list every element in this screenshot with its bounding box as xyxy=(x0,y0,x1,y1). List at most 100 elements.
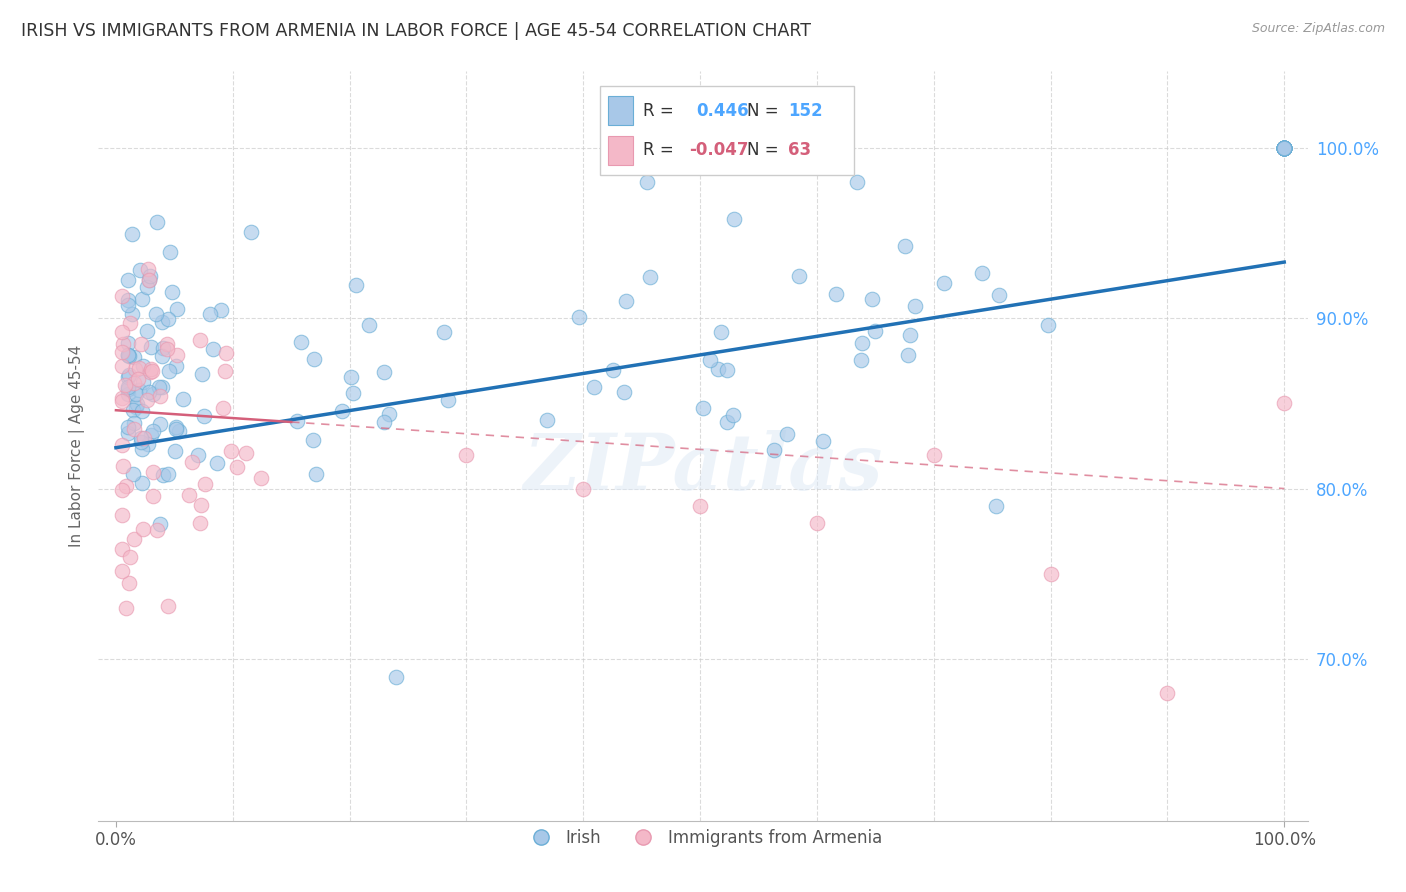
Text: IRISH VS IMMIGRANTS FROM ARMENIA IN LABOR FORCE | AGE 45-54 CORRELATION CHART: IRISH VS IMMIGRANTS FROM ARMENIA IN LABO… xyxy=(21,22,811,40)
Point xyxy=(1272,141,1295,155)
Point xyxy=(239,225,262,239)
Point xyxy=(187,448,209,462)
Point xyxy=(194,477,217,491)
Point xyxy=(583,380,606,394)
Point xyxy=(121,307,143,321)
Point xyxy=(125,397,148,411)
Point xyxy=(111,458,134,473)
Point xyxy=(193,409,215,423)
Point xyxy=(536,412,558,426)
Point xyxy=(129,434,152,449)
Point xyxy=(373,365,395,379)
Point xyxy=(1272,141,1295,155)
Point xyxy=(165,359,187,373)
Point xyxy=(568,310,591,325)
Point xyxy=(131,404,153,418)
Point xyxy=(141,428,163,442)
Point xyxy=(249,471,271,485)
Point xyxy=(138,384,160,399)
Point xyxy=(118,575,141,590)
Point xyxy=(723,211,745,226)
Point xyxy=(845,175,868,189)
Point xyxy=(1272,141,1295,155)
Point xyxy=(122,417,145,431)
Point xyxy=(122,467,145,481)
Point xyxy=(121,227,143,242)
Point xyxy=(128,263,150,277)
Point xyxy=(149,417,172,432)
Point xyxy=(111,542,134,557)
Point xyxy=(159,245,181,260)
Point xyxy=(181,455,204,469)
Point xyxy=(385,669,408,683)
Point xyxy=(145,307,167,321)
Point xyxy=(214,364,236,378)
Point xyxy=(117,293,139,307)
Point xyxy=(134,431,156,445)
Point xyxy=(156,336,179,351)
Point xyxy=(1272,141,1295,155)
Point xyxy=(131,442,153,457)
Point xyxy=(209,302,232,317)
Point xyxy=(1272,141,1295,155)
Point xyxy=(984,499,1007,513)
Point xyxy=(1272,141,1295,155)
Point xyxy=(1039,566,1062,581)
Point xyxy=(851,353,873,368)
Point xyxy=(191,367,214,381)
Point xyxy=(131,292,153,306)
Point xyxy=(433,326,456,340)
Point xyxy=(118,368,141,382)
Point xyxy=(198,308,221,322)
Point xyxy=(115,479,138,493)
Point xyxy=(1272,141,1295,155)
Text: Source: ZipAtlas.com: Source: ZipAtlas.com xyxy=(1251,22,1385,36)
Point xyxy=(1272,141,1295,155)
Point xyxy=(120,316,142,330)
Point xyxy=(124,532,146,546)
Point xyxy=(117,425,139,440)
Point xyxy=(167,425,190,439)
Point xyxy=(117,370,139,384)
Point xyxy=(136,437,159,451)
Point xyxy=(614,294,637,309)
Point xyxy=(205,456,228,470)
Point xyxy=(148,380,170,394)
Point xyxy=(142,425,165,439)
Point xyxy=(1272,141,1295,155)
Point xyxy=(117,382,139,396)
Point xyxy=(128,361,150,376)
Point xyxy=(111,289,134,303)
Point xyxy=(156,467,179,482)
Point xyxy=(135,280,157,294)
Point xyxy=(127,372,149,386)
Point xyxy=(723,409,745,423)
Point xyxy=(456,448,478,462)
Point xyxy=(131,476,153,491)
Point xyxy=(139,365,162,379)
Point xyxy=(811,434,834,449)
Point xyxy=(710,325,733,339)
Point xyxy=(150,380,173,394)
Point xyxy=(117,387,139,401)
Point xyxy=(122,422,145,436)
Point xyxy=(157,312,180,326)
Point xyxy=(177,488,200,502)
Point xyxy=(1272,141,1295,155)
Point xyxy=(117,419,139,434)
Point xyxy=(124,387,146,401)
Point xyxy=(115,601,138,615)
Point xyxy=(157,364,180,378)
Point xyxy=(138,273,160,287)
Point xyxy=(129,337,152,351)
Point xyxy=(166,348,188,362)
Point xyxy=(285,414,308,428)
Point xyxy=(114,378,136,392)
Point xyxy=(219,443,242,458)
Point xyxy=(806,516,828,530)
Point xyxy=(152,468,174,483)
Point xyxy=(132,522,155,536)
Legend: Irish, Immigrants from Armenia: Irish, Immigrants from Armenia xyxy=(517,822,889,854)
Point xyxy=(572,482,595,496)
Point xyxy=(117,348,139,362)
